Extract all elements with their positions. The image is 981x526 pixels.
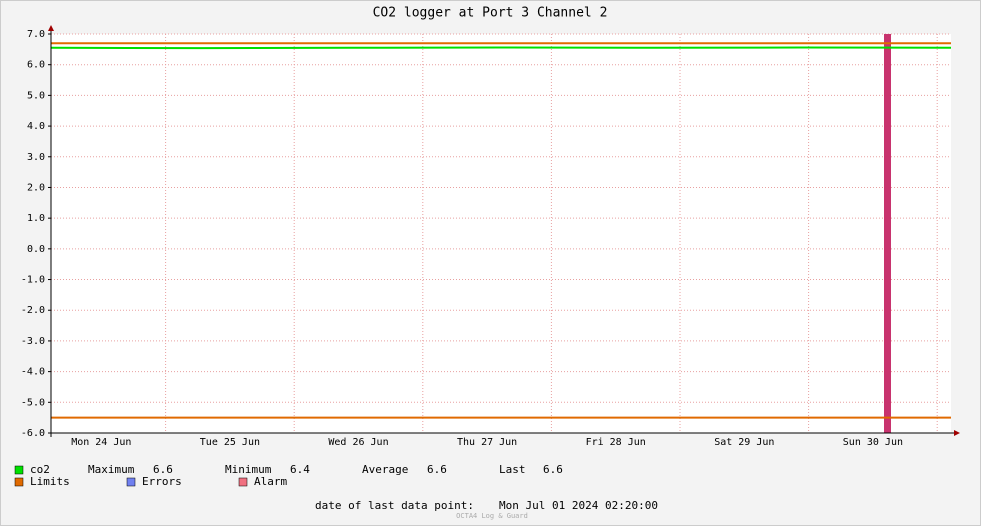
credit: OCTA4 Log & Guard bbox=[456, 512, 528, 520]
stat-label: Maximum bbox=[88, 463, 135, 476]
legend: co2 Maximum 6.6 Minimum 6.4 Average 6.6 Last 6.6… bbox=[14, 463, 658, 520]
y-tick-label: 5.0 bbox=[27, 90, 45, 101]
stat-value: 6.4 bbox=[290, 463, 310, 476]
stat-value: 6.6 bbox=[543, 463, 563, 476]
stat-value: 6.6 bbox=[153, 463, 173, 476]
y-tick-label: 7.0 bbox=[27, 29, 45, 40]
legend-swatch bbox=[14, 477, 24, 487]
alarm-bar bbox=[884, 34, 891, 433]
y-tick-label: 2.0 bbox=[27, 182, 45, 193]
y-arrow bbox=[48, 25, 54, 31]
plot-area bbox=[51, 34, 951, 433]
y-tick-label: 0.0 bbox=[27, 244, 45, 255]
legend-swatch bbox=[238, 477, 248, 487]
y-tick-label: -1.0 bbox=[21, 275, 45, 286]
chart-title: CO2 logger at Port 3 Channel 2 bbox=[373, 6, 608, 21]
y-tick-label: 4.0 bbox=[27, 121, 45, 132]
x-tick-label: Sat 29 Jun bbox=[714, 437, 774, 448]
legend-label: Errors bbox=[142, 475, 182, 488]
stat-value: 6.6 bbox=[427, 463, 447, 476]
y-tick-label: -2.0 bbox=[21, 305, 45, 316]
y-tick-label: 3.0 bbox=[27, 152, 45, 163]
x-tick-label: Sun 30 Jun bbox=[843, 437, 903, 448]
y-tick-label: 1.0 bbox=[27, 213, 45, 224]
legend-label: co2 bbox=[30, 463, 50, 476]
y-tick-label: -4.0 bbox=[21, 367, 45, 378]
y-tick-label: -3.0 bbox=[21, 336, 45, 347]
legend-swatch bbox=[126, 477, 136, 487]
y-tick-label: -6.0 bbox=[21, 428, 45, 439]
x-tick-label: Tue 25 Jun bbox=[200, 437, 260, 448]
legend-label: Limits bbox=[30, 475, 70, 488]
marks bbox=[50, 42, 952, 419]
y-tick-label: -5.0 bbox=[21, 397, 45, 408]
footer-date: Mon Jul 01 2024 02:20:00 bbox=[499, 499, 658, 512]
y-tick-label: 6.0 bbox=[27, 60, 45, 71]
series-line bbox=[50, 46, 952, 50]
x-tick-label: Fri 28 Jun bbox=[586, 437, 646, 448]
stat-label: Average bbox=[362, 463, 408, 476]
stat-label: Minimum bbox=[225, 463, 272, 476]
x-tick-label: Wed 26 Jun bbox=[328, 437, 388, 448]
legend-label: Alarm bbox=[254, 475, 287, 488]
footer-label: date of last data point: bbox=[315, 499, 474, 512]
stat-label: Last bbox=[499, 463, 526, 476]
x-arrow bbox=[954, 430, 960, 436]
legend-swatch bbox=[14, 465, 24, 475]
x-tick-label: Mon 24 Jun bbox=[71, 437, 131, 448]
x-tick-label: Thu 27 Jun bbox=[457, 437, 517, 448]
